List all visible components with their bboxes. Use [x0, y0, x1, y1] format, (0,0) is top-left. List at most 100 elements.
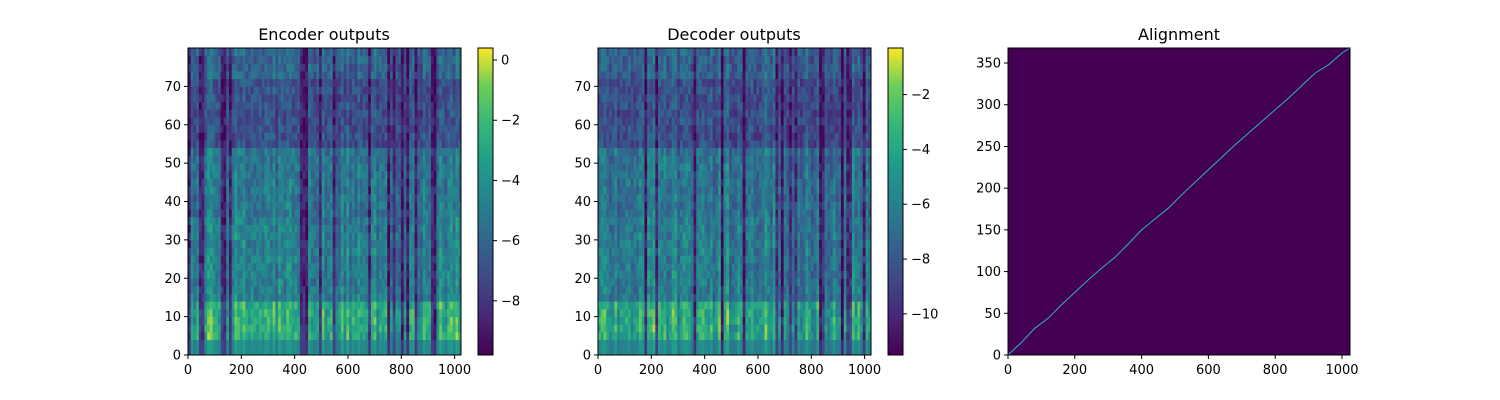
heatmap-cell	[308, 101, 312, 110]
heatmap-cell	[294, 201, 298, 210]
heatmap-cell	[455, 239, 459, 248]
heatmap-cell	[444, 163, 448, 172]
heatmap-cell	[398, 239, 402, 248]
heatmap-cell	[316, 232, 320, 241]
heatmap-cell	[606, 316, 610, 325]
heatmap-cell	[316, 339, 320, 348]
heatmap-cell	[275, 247, 279, 256]
heatmap-cell	[332, 178, 336, 187]
heatmap-cell	[439, 140, 443, 149]
heatmap-cell	[324, 117, 328, 126]
heatmap-cell	[343, 147, 347, 156]
heatmap-cell	[305, 316, 309, 325]
heatmap-cell	[280, 132, 284, 141]
heatmap-cell	[658, 262, 662, 271]
heatmap-cell	[261, 239, 265, 248]
heatmap-cell	[447, 140, 451, 149]
heatmap-cell	[362, 239, 366, 248]
heatmap-cell	[406, 232, 410, 241]
heatmap-cell	[628, 301, 632, 310]
heatmap-cell	[248, 224, 252, 233]
heatmap-cell	[228, 101, 233, 110]
heatmap-cell	[633, 186, 637, 195]
heatmap-cell	[433, 186, 437, 195]
heatmap-cell	[455, 262, 459, 271]
heatmap-cell	[606, 94, 610, 103]
heatmap-cell	[212, 193, 216, 202]
heatmap-cell	[625, 285, 629, 294]
heatmap-cell	[272, 308, 276, 318]
heatmap-cell	[294, 270, 298, 279]
heatmap-cell	[313, 308, 317, 318]
heatmap-cell	[299, 270, 304, 279]
heatmap-cell	[215, 209, 219, 218]
heatmap-cell	[376, 186, 380, 195]
heatmap-cell	[411, 308, 415, 318]
heatmap-cell	[332, 55, 336, 64]
heatmap-cell	[289, 339, 293, 348]
heatmap-cell	[218, 247, 222, 256]
heatmap-cell	[425, 140, 429, 149]
heatmap-cell	[234, 163, 238, 172]
heatmap-cell	[398, 201, 402, 210]
heatmap-cell	[215, 331, 219, 341]
heatmap-cell	[387, 209, 391, 218]
heatmap-cell	[450, 347, 454, 356]
heatmap-cell	[256, 178, 260, 187]
heatmap-cell	[403, 86, 407, 95]
heatmap-cell	[264, 101, 268, 110]
heatmap-cell	[234, 262, 238, 271]
heatmap-cell	[218, 193, 222, 202]
heatmap-cell	[614, 147, 618, 156]
heatmap-cell	[422, 63, 426, 72]
heatmap-cell	[428, 262, 432, 271]
heatmap-cell	[450, 239, 454, 248]
heatmap-cell	[359, 117, 364, 126]
heatmap-cell	[261, 224, 265, 233]
heatmap-cell	[253, 117, 257, 126]
heatmap-cell	[346, 201, 350, 210]
heatmap-cell	[641, 239, 645, 248]
heatmap-cell	[439, 163, 443, 172]
heatmap-cell	[343, 71, 347, 80]
heatmap-cell	[204, 270, 208, 279]
heatmap-cell	[193, 71, 197, 80]
heatmap-cell	[218, 78, 222, 87]
heatmap-cell	[430, 293, 435, 302]
heatmap-cell	[280, 347, 284, 356]
heatmap-cell	[209, 316, 213, 325]
heatmap-cell	[228, 48, 233, 57]
y-tick-label: 70	[164, 80, 181, 95]
heatmap-cell	[357, 285, 361, 294]
heatmap-cell	[321, 86, 325, 95]
heatmap-cell	[250, 301, 254, 310]
heatmap-cell	[384, 239, 388, 248]
heatmap-cell	[444, 101, 448, 110]
heatmap-cell	[655, 201, 659, 210]
heatmap-cell	[647, 247, 651, 256]
heatmap-cell	[291, 193, 295, 202]
heatmap-cell	[319, 301, 323, 310]
heatmap-cell	[351, 247, 355, 256]
heatmap-cell	[370, 117, 375, 126]
heatmap-cell	[365, 247, 369, 256]
heatmap-cell	[190, 247, 194, 256]
heatmap-cell	[649, 117, 653, 126]
heatmap-cell	[417, 94, 421, 103]
heatmap-cell	[395, 301, 399, 310]
heatmap-cell	[436, 71, 440, 80]
heatmap-cell	[188, 316, 192, 325]
heatmap-cell	[458, 331, 462, 341]
heatmap-cell	[340, 278, 345, 287]
heatmap-cell	[425, 224, 429, 233]
heatmap-cell	[603, 71, 607, 80]
heatmap-cell	[617, 278, 621, 287]
heatmap-cell	[362, 285, 366, 294]
heatmap-cell	[319, 262, 323, 271]
heatmap-cell	[381, 308, 385, 318]
heatmap-cell	[638, 63, 643, 72]
heatmap-cell	[660, 216, 664, 225]
heatmap-cell	[250, 239, 254, 248]
heatmap-cell	[299, 285, 304, 294]
heatmap-cell	[444, 278, 448, 287]
